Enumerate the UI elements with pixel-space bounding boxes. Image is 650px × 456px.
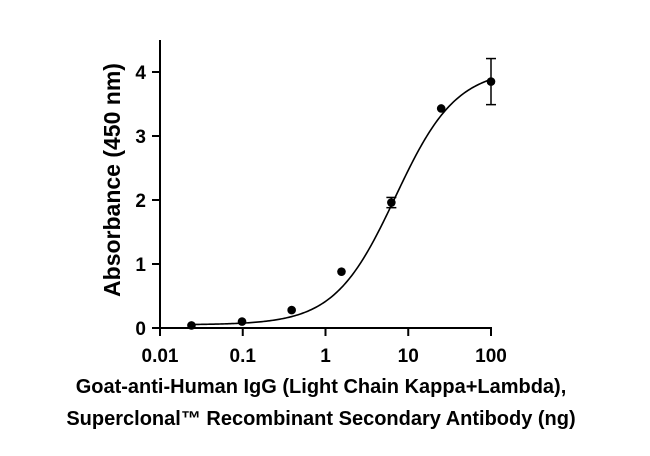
data-point bbox=[237, 317, 247, 326]
data-point bbox=[337, 267, 346, 276]
data-point bbox=[187, 321, 196, 330]
x-axis-title-line-1: Goat-anti-Human IgG (Light Chain Kappa+L… bbox=[76, 376, 567, 398]
data-point bbox=[436, 104, 446, 113]
x-axis-ticks: 0.01 0.1 1 10 100 bbox=[142, 328, 507, 367]
y-tick-label: 1 bbox=[135, 255, 146, 276]
fit-curve-group bbox=[191, 78, 492, 326]
y-tick-label: 2 bbox=[135, 191, 146, 212]
x-tick-label: 1 bbox=[320, 346, 331, 367]
data-point bbox=[287, 305, 296, 315]
x-tick-label: 0.1 bbox=[230, 346, 257, 367]
fit-curve bbox=[191, 78, 492, 326]
x-tick-label: 0.01 bbox=[142, 346, 179, 367]
data-points bbox=[187, 57, 496, 330]
data-point bbox=[387, 198, 396, 207]
y-tick-label: 0 bbox=[135, 319, 146, 340]
y-axis-title: Absorbance (450 nm) bbox=[99, 63, 125, 297]
y-tick-label: 4 bbox=[135, 63, 146, 84]
x-tick-label: 10 bbox=[398, 346, 419, 367]
y-tick-label: 3 bbox=[135, 127, 146, 148]
x-axis-title-line-2: Superclonal™ Recombinant Secondary Antib… bbox=[66, 408, 575, 430]
data-point bbox=[486, 77, 496, 86]
axes bbox=[159, 40, 492, 329]
x-tick-label: 100 bbox=[475, 346, 507, 367]
y-axis-ticks: 0 1 2 3 4 bbox=[135, 63, 160, 340]
